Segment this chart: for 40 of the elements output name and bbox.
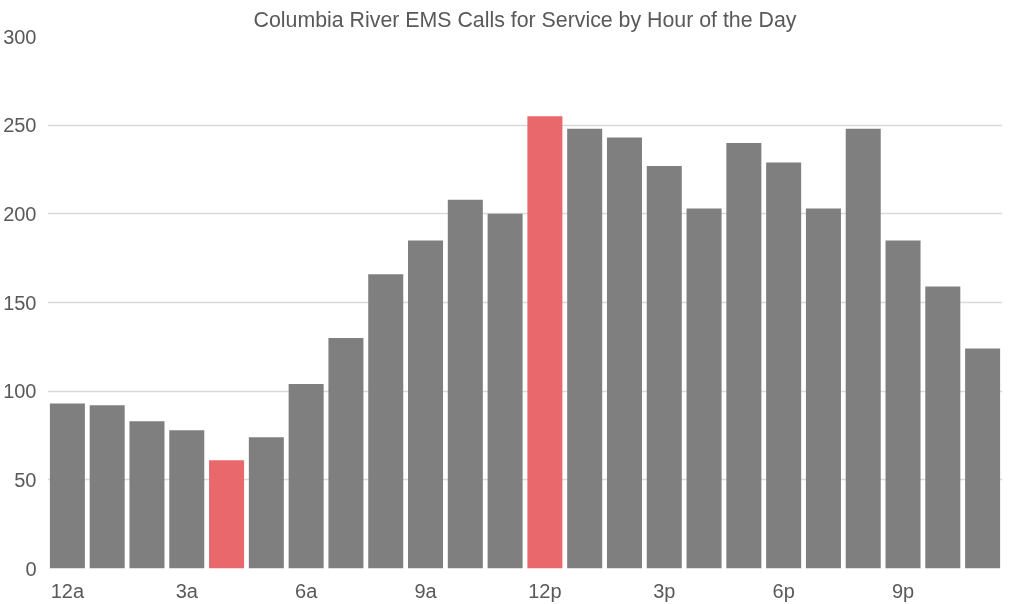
x-tick-label: 12a xyxy=(50,579,85,602)
bar xyxy=(169,430,205,569)
bar xyxy=(209,460,245,569)
bar xyxy=(89,405,125,569)
bar xyxy=(686,208,722,569)
y-tick-label: 100 xyxy=(3,380,37,403)
bar xyxy=(646,165,682,569)
bar xyxy=(447,199,483,569)
bar xyxy=(368,274,404,569)
bar xyxy=(845,128,881,569)
x-tick-label: 9a xyxy=(414,579,438,602)
x-tick-label: 3a xyxy=(175,579,199,602)
chart-title: Columbia River EMS Calls for Service by Hour of the Day xyxy=(253,7,797,32)
y-tick-label: 150 xyxy=(3,291,37,314)
y-tick-label: 250 xyxy=(3,114,37,137)
bar xyxy=(766,162,802,569)
bar xyxy=(487,213,523,569)
x-tick-label: 9p xyxy=(891,579,915,602)
bar xyxy=(328,337,364,569)
y-tick-label: 200 xyxy=(3,202,37,225)
bar xyxy=(925,286,961,569)
bar xyxy=(527,116,563,569)
bar xyxy=(248,437,284,569)
x-tick-label: 12p xyxy=(528,579,562,602)
bar xyxy=(408,240,444,569)
x-tick-label: 6a xyxy=(295,579,319,602)
bar xyxy=(606,137,642,569)
y-tick-label: 300 xyxy=(3,25,37,48)
bar xyxy=(965,348,1001,569)
bar xyxy=(288,384,324,569)
y-tick-label: 0 xyxy=(25,557,37,580)
x-tick-label: 3p xyxy=(653,579,676,602)
bar xyxy=(805,208,841,569)
bar xyxy=(726,142,762,569)
bar xyxy=(885,240,921,569)
bar xyxy=(567,128,603,569)
bar xyxy=(129,421,165,569)
x-tick-label: 6p xyxy=(772,579,795,602)
y-tick-label: 50 xyxy=(14,468,37,491)
bar xyxy=(49,403,85,569)
